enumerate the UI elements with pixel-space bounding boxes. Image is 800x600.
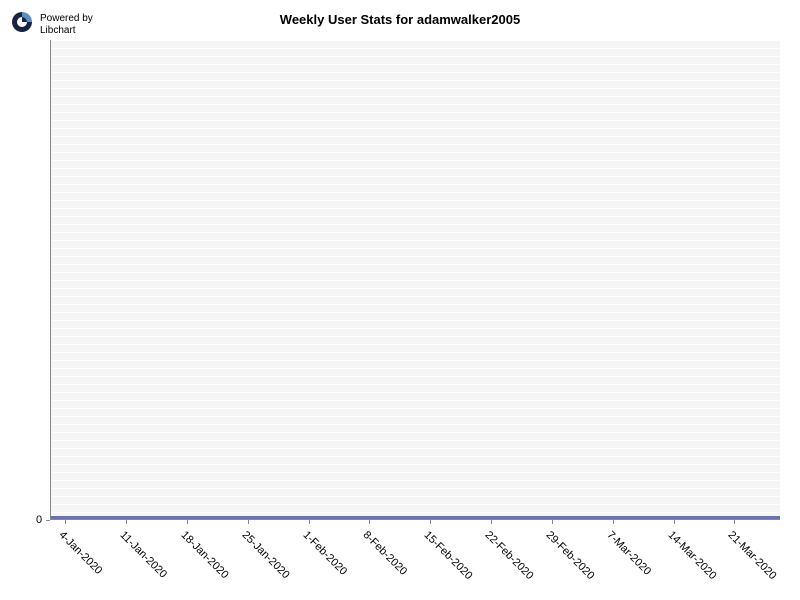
x-axis-tick <box>613 520 614 524</box>
x-axis-tick <box>126 520 127 524</box>
gridline <box>51 520 780 521</box>
gridline <box>51 64 780 65</box>
gridline <box>51 40 780 41</box>
gridline <box>51 384 780 385</box>
x-axis-label: 18-Jan-2020 <box>178 529 230 581</box>
x-axis-tick <box>734 520 735 524</box>
gridline <box>51 432 780 433</box>
gridline <box>51 472 780 473</box>
gridline <box>51 288 780 289</box>
x-axis-label: 1-Feb-2020 <box>300 529 349 578</box>
gridline <box>51 368 780 369</box>
x-axis-label: 29-Feb-2020 <box>543 529 596 582</box>
gridline <box>51 304 780 305</box>
gridline <box>51 296 780 297</box>
x-axis-label: 14-Mar-2020 <box>665 529 718 582</box>
y-axis-label: 0 <box>36 514 42 526</box>
gridline <box>51 104 780 105</box>
gridline <box>51 408 780 409</box>
gridline <box>51 184 780 185</box>
x-axis-tick <box>674 520 675 524</box>
gridline <box>51 496 780 497</box>
gridline <box>51 192 780 193</box>
x-axis-labels: 4-Jan-2020 11-Jan-202018-Jan-202025-Jan-2… <box>50 525 780 595</box>
gridline <box>51 400 780 401</box>
gridline <box>51 424 780 425</box>
gridline <box>51 320 780 321</box>
gridline <box>51 232 780 233</box>
x-axis-tick <box>309 520 310 524</box>
gridline <box>51 152 780 153</box>
gridline <box>51 456 780 457</box>
gridline <box>51 440 780 441</box>
gridline <box>51 176 780 177</box>
x-axis-label: 8-Feb-2020 <box>361 529 410 578</box>
gridline <box>51 120 780 121</box>
gridline <box>51 352 780 353</box>
gridline <box>51 360 780 361</box>
chart-title: Weekly User Stats for adamwalker2005 <box>0 12 800 27</box>
gridline <box>51 136 780 137</box>
gridline <box>51 448 780 449</box>
x-axis-tick <box>491 520 492 524</box>
gridline <box>51 224 780 225</box>
x-axis-label: 22-Feb-2020 <box>483 529 536 582</box>
x-axis-label: 25-Jan-2020 <box>239 529 291 581</box>
gridline <box>51 272 780 273</box>
gridline <box>51 160 780 161</box>
x-axis-tick <box>248 520 249 524</box>
gridline <box>51 112 780 113</box>
gridline <box>51 488 780 489</box>
gridline <box>51 328 780 329</box>
gridline <box>51 504 780 505</box>
x-axis-label: 4-Jan-2020 <box>57 529 105 577</box>
gridline <box>51 416 780 417</box>
x-axis-label: 15-Feb-2020 <box>422 529 475 582</box>
gridline <box>51 80 780 81</box>
gridline <box>51 256 780 257</box>
y-axis-tick <box>46 520 50 521</box>
x-axis-label: 11-Jan-2020 <box>118 529 170 581</box>
gridline <box>51 216 780 217</box>
gridline <box>51 312 780 313</box>
gridline <box>51 128 780 129</box>
gridline <box>51 56 780 57</box>
gridline <box>51 200 780 201</box>
x-axis-label: 21-Mar-2020 <box>726 529 779 582</box>
gridline <box>51 280 780 281</box>
x-axis-tick <box>369 520 370 524</box>
gridline <box>51 480 780 481</box>
gridline <box>51 168 780 169</box>
gridline <box>51 48 780 49</box>
gridline <box>51 144 780 145</box>
gridline <box>51 96 780 97</box>
x-axis-tick <box>552 520 553 524</box>
x-axis-tick <box>430 520 431 524</box>
gridline <box>51 264 780 265</box>
gridline <box>51 336 780 337</box>
gridline <box>51 72 780 73</box>
data-baseline <box>51 516 780 519</box>
chart-plot-area <box>50 40 780 520</box>
gridline <box>51 344 780 345</box>
gridline <box>51 392 780 393</box>
x-axis-label: 7-Mar-2020 <box>604 529 653 578</box>
gridline <box>51 512 780 513</box>
gridline <box>51 240 780 241</box>
gridline <box>51 376 780 377</box>
x-axis-tick <box>65 520 66 524</box>
x-axis-tick <box>187 520 188 524</box>
gridline <box>51 248 780 249</box>
gridlines <box>51 40 780 519</box>
gridline <box>51 464 780 465</box>
gridline <box>51 208 780 209</box>
gridline <box>51 88 780 89</box>
